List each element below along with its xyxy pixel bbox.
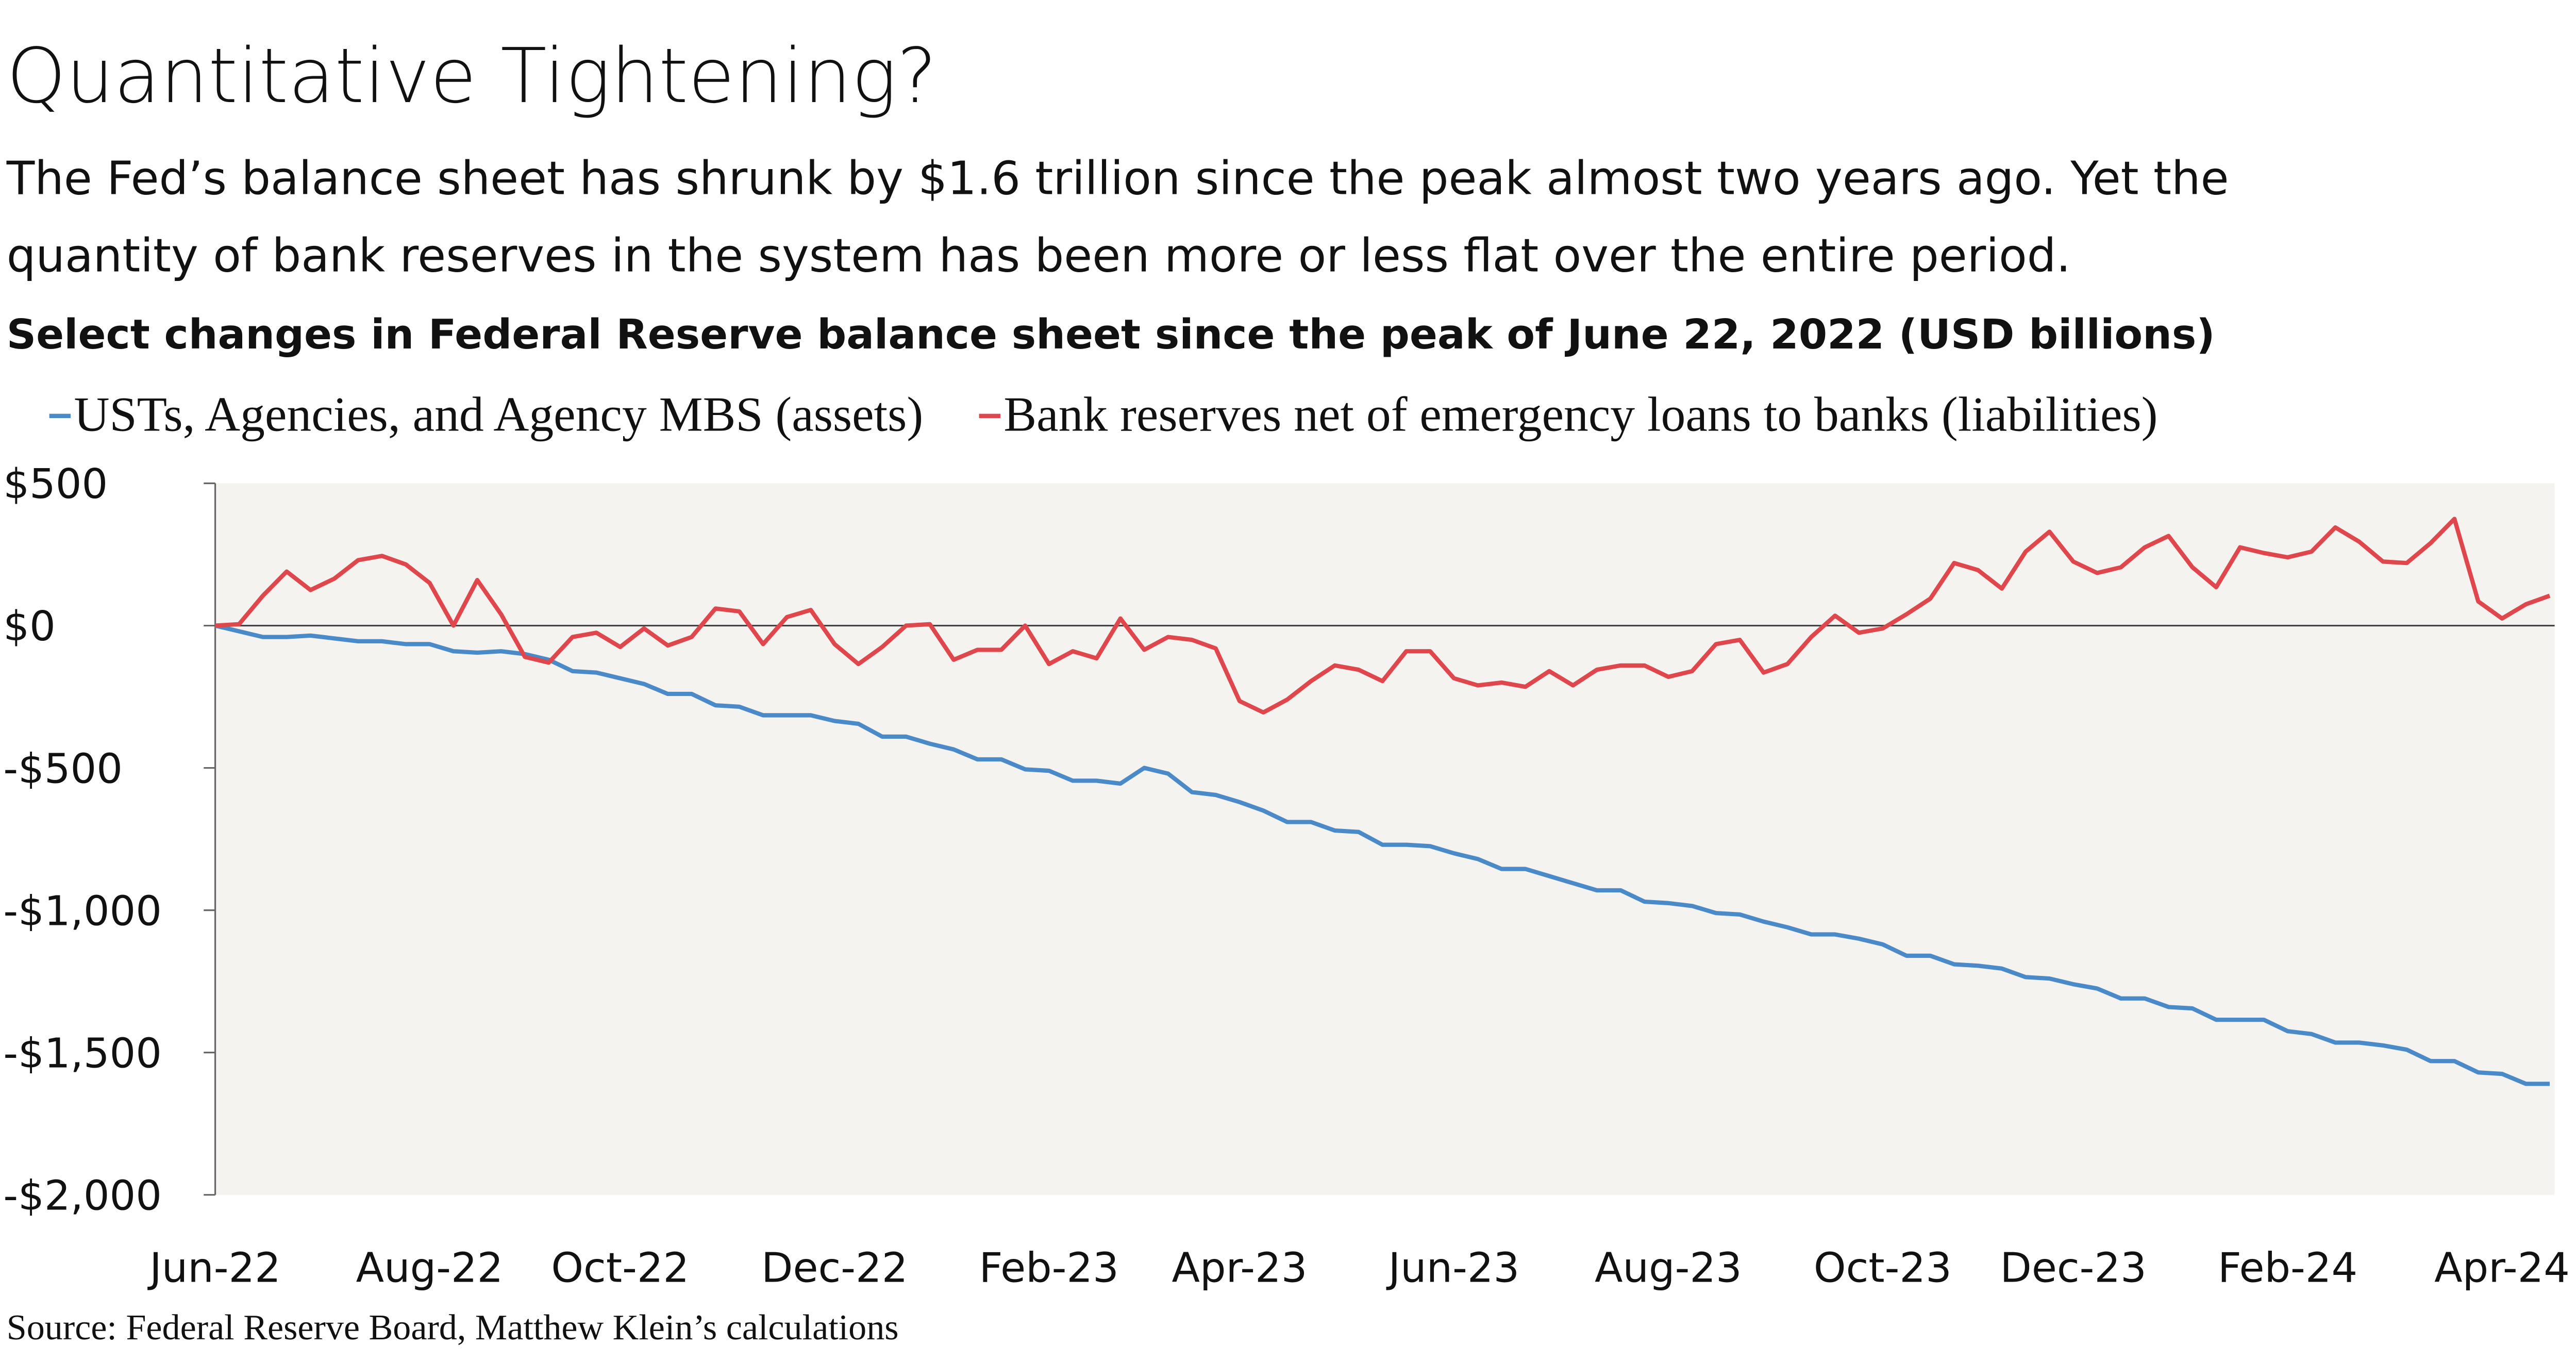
legend-label: Bank reserves net of emergency loans to … <box>1003 387 2157 442</box>
plot-background <box>215 483 2555 1195</box>
chart-subtitle: Select changes in Federal Reserve balanc… <box>7 310 2215 358</box>
x-tick-label: Apr-24 <box>2434 1244 2570 1292</box>
x-tick-label: Aug-22 <box>356 1244 504 1292</box>
plot-area: $500 $0 -$500 -$1,000 -$1,500 -$2,000 Jun-22 Au… <box>3 460 2570 1291</box>
y-tick-label: -$1,000 <box>3 887 162 935</box>
series-line <box>214 623 2550 1086</box>
y-tick-label: $0 <box>3 602 55 650</box>
x-tick-label: Jun-23 <box>1386 1244 1520 1292</box>
x-tick-label: Aug-23 <box>1595 1244 1742 1292</box>
x-tick-label: Apr-23 <box>1172 1244 1308 1292</box>
y-tick-label: $500 <box>3 460 108 508</box>
series-line <box>215 517 2551 715</box>
y-tick-label: -$2,000 <box>3 1171 162 1219</box>
y-tick-label: -$500 <box>3 744 123 792</box>
x-tick-label: Jun-22 <box>147 1244 281 1292</box>
x-tick-label: Dec-23 <box>2000 1244 2146 1292</box>
source-note: Source: Federal Reserve Board, Matthew K… <box>7 1308 899 1348</box>
legend: USTs, Agencies, and Agency MBS (assets) B… <box>49 387 2157 442</box>
x-tick-label: Dec-22 <box>761 1244 908 1292</box>
x-tick-label: Oct-23 <box>1814 1244 1952 1292</box>
subtitle-line: quantity of bank reserves in the system … <box>7 229 2071 283</box>
y-tick-label: -$1,500 <box>3 1029 162 1077</box>
x-tick-label: Feb-23 <box>979 1244 1119 1292</box>
x-tick-label: Oct-22 <box>551 1244 689 1292</box>
subtitle-line: The Fed’s balance sheet has shrunk by $1… <box>6 152 2229 206</box>
x-tick-label: Feb-24 <box>2218 1244 2357 1292</box>
chart-title: Quantitative Tightening? <box>7 32 937 120</box>
legend-label: USTs, Agencies, and Agency MBS (assets) <box>74 387 923 442</box>
